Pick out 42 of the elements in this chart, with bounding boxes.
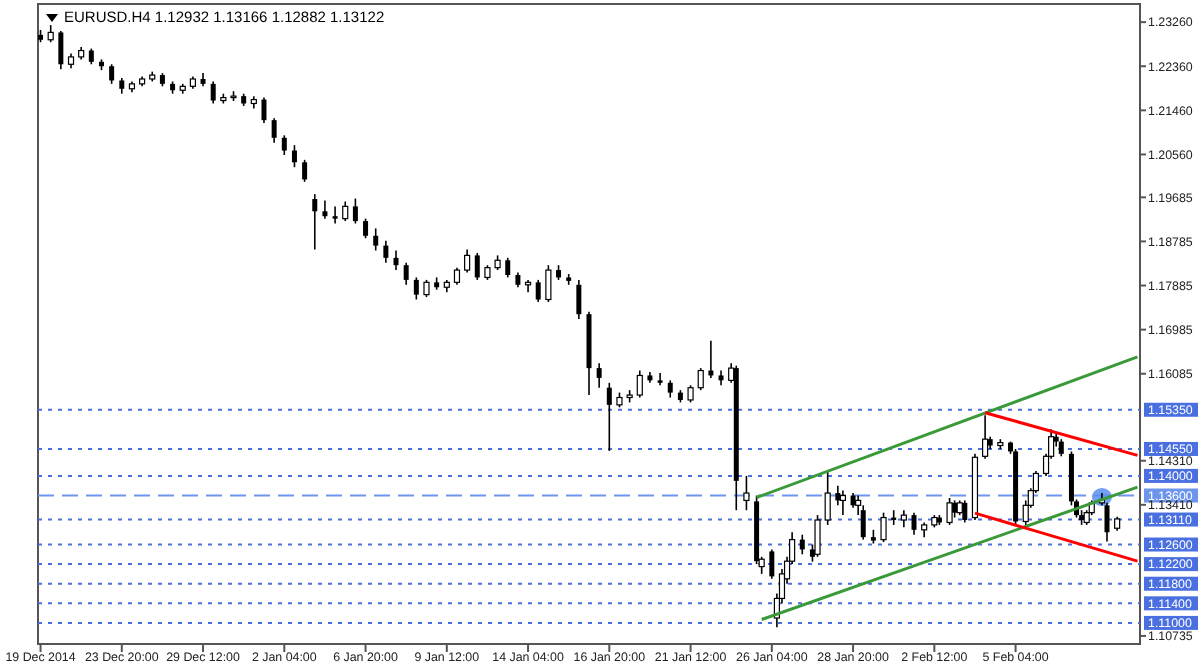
candlestick	[769, 548, 775, 580]
candlestick	[210, 80, 216, 105]
candlestick	[393, 249, 399, 271]
candlestick	[464, 248, 471, 274]
candlestick	[576, 279, 582, 320]
candlestick	[474, 252, 480, 281]
candlestick	[109, 63, 115, 85]
candlestick	[413, 276, 419, 301]
candlestick	[505, 257, 511, 279]
candlestick	[383, 239, 389, 264]
candlestick	[743, 475, 750, 512]
candlestick	[814, 514, 821, 558]
candlestick	[291, 144, 297, 168]
candlestick	[352, 197, 358, 225]
candlestick	[697, 367, 704, 391]
candlestick	[271, 117, 277, 144]
candlestick	[839, 489, 847, 516]
candlestick	[911, 511, 917, 536]
candlestick	[596, 362, 602, 389]
candlestick	[835, 484, 841, 507]
candlestick	[322, 199, 328, 220]
candlestick	[363, 217, 369, 240]
candlestick	[312, 193, 318, 251]
candlestick	[545, 264, 552, 303]
candlestick	[962, 499, 968, 524]
candlestick	[302, 159, 308, 183]
candlestick	[606, 382, 612, 452]
candlestick	[860, 504, 866, 541]
candlestick	[281, 134, 287, 156]
candlestick	[58, 30, 64, 70]
candlestick	[535, 279, 541, 303]
candlestick	[824, 470, 831, 526]
candlestick	[636, 369, 643, 399]
candlestick	[342, 200, 349, 222]
candlestick	[880, 511, 887, 543]
candlestick	[946, 497, 953, 526]
candlestick	[373, 227, 379, 252]
candlestick	[261, 96, 267, 124]
candlestick	[403, 261, 409, 286]
candlestick	[332, 205, 338, 225]
candlestick	[799, 533, 805, 556]
candlestick	[657, 372, 663, 387]
